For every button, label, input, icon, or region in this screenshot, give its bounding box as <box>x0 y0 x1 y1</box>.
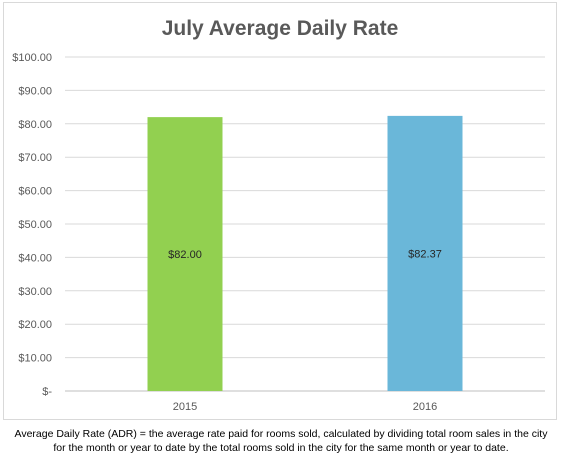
bars: $82.00 $82.37 <box>147 115 463 392</box>
category-label-2016: 2016 <box>413 401 437 413</box>
bar-chart: July Average Daily Rate $- $10.00 $20.00 $3… <box>12 17 545 413</box>
y-tick-label: $80.00 <box>18 119 52 131</box>
chart-title: July Average Daily Rate <box>162 17 399 40</box>
data-label-2016: $82.37 <box>408 248 442 260</box>
y-tick-label: $70.00 <box>18 152 52 164</box>
y-tick-label: $50.00 <box>18 219 52 231</box>
footnote: Average Daily Rate (ADR) = the average r… <box>0 427 562 455</box>
footnote-line-2: for the month or year to date by the tot… <box>53 442 509 454</box>
y-tick-label: $- <box>42 386 52 398</box>
y-tick-label: $40.00 <box>18 252 52 264</box>
y-tick-label: $60.00 <box>18 186 52 198</box>
y-tick-label: $100.00 <box>12 52 52 64</box>
y-tick-label: $90.00 <box>18 85 52 97</box>
y-tick-label: $20.00 <box>18 319 52 331</box>
gridlines <box>65 56 545 392</box>
bar-2015 <box>147 117 223 392</box>
y-axis-ticks: $- $10.00 $20.00 $30.00 $40.00 $50.00 $60.00 $7… <box>12 52 52 398</box>
x-axis-labels: 2015 2016 <box>173 401 437 413</box>
y-tick-label: $30.00 <box>18 286 52 298</box>
chart-frame <box>3 2 557 420</box>
bar-2016 <box>387 115 463 391</box>
category-label-2015: 2015 <box>173 401 197 413</box>
data-label-2015: $82.00 <box>168 249 202 261</box>
y-tick-label: $10.00 <box>18 353 52 365</box>
footnote-line-1: Average Daily Rate (ADR) = the average r… <box>14 428 548 440</box>
